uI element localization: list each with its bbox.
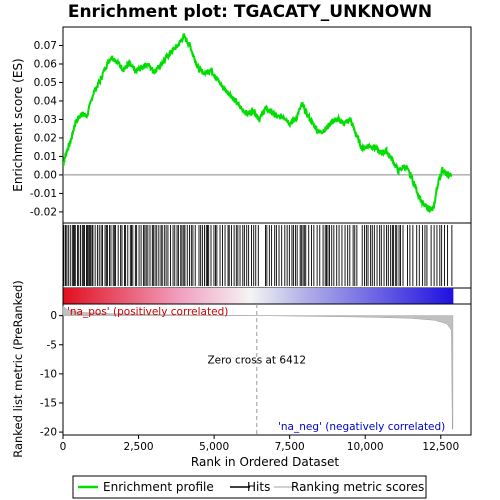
enrichment-profile-line [63,33,453,214]
metric-panel-frame [62,303,472,436]
es-y-tick-label: 0.03 [34,114,57,126]
x-tick-label: 12,500 [422,441,459,453]
zero-cross-label: Zero cross at 6412 [207,354,306,366]
legend-label: Ranking metric scores [291,480,424,494]
legend-label: Enrichment profile [103,480,214,494]
pos-correlated-label: 'na_pos' (positively correlated) [67,306,228,318]
metric-y-axis: 0 -5 -10 -15 -20 [40,310,63,439]
x-tick-label: 0 [60,441,67,453]
rank-gradient-band [63,288,454,304]
metric-y-tick-label: -10 [40,368,57,380]
x-tick-label: 2,500 [124,441,154,453]
hits-track [62,225,453,286]
es-y-tick-label: 0.02 [34,132,57,144]
es-panel-frame [62,26,472,224]
x-tick-label: 7,500 [275,441,305,453]
legend-label: Hits [247,480,270,494]
es-y-tick-label: 0.07 [34,40,57,52]
chart-title: Enrichment plot: TGACATY_UNKNOWN [68,2,432,22]
es-y-tick-label: 0.05 [34,77,57,89]
metric-y-tick-label: -20 [40,427,57,439]
es-y-tick-label: 0.04 [34,95,58,107]
metric-y-axis-title: Ranked list metric (PreRanked) [11,280,25,458]
metric-y-tick-label: -5 [47,339,57,351]
ranking-metric-area [62,305,454,430]
metric-y-tick-label: 0 [50,310,57,322]
es-y-tick-label: 0.01 [34,151,57,163]
es-y-tick-label: 0.06 [34,58,58,70]
es-y-tick-label: -0.01 [30,188,57,200]
legend: Enrichment profile Hits Ranking metric sco… [78,480,424,494]
metric-y-tick-label: -15 [40,397,57,409]
es-y-tick-label: 0.00 [34,169,57,181]
x-axis-title: Rank in Ordered Dataset [191,455,339,469]
es-y-axis-title: Enrichment score (ES) [11,58,25,191]
x-tick-label: 5,000 [199,441,229,453]
x-axis: 0 2,500 5,000 7,500 10,000 12,500 [60,435,459,453]
es-y-tick-label: -0.02 [30,206,57,218]
x-tick-label: 10,000 [347,441,384,453]
neg-correlated-label: 'na_neg' (negatively correlated) [278,421,445,433]
es-y-axis: -0.02 -0.01 0.00 0.01 0.02 0.03 0.04 0.05 0.06 0.… [30,40,63,218]
